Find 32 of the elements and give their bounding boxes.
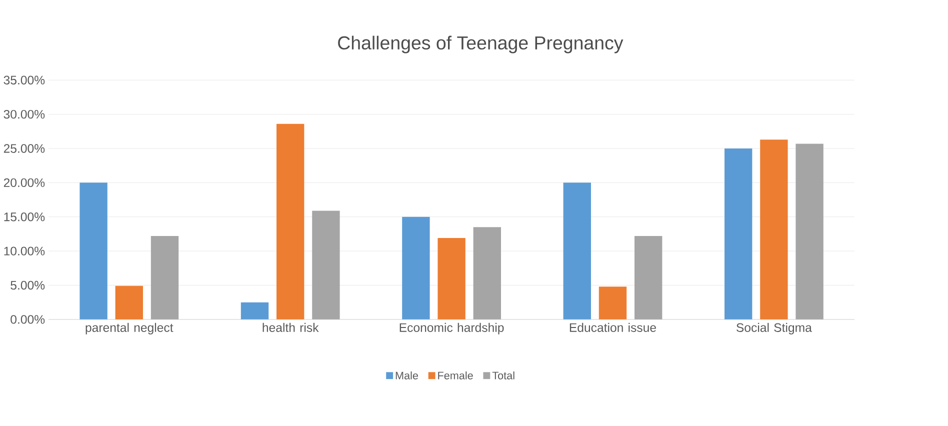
bar — [438, 238, 466, 320]
y-tick-label: 15.00% — [4, 212, 45, 222]
x-tick-label: Education issue — [570, 322, 656, 332]
bar — [402, 216, 430, 320]
bar — [724, 148, 752, 320]
y-tick-label: 5.00% — [10, 280, 45, 290]
legend-label: Female — [438, 371, 473, 380]
legend-label: Total — [492, 371, 514, 380]
chart-title: Challenges of Teenage Pregnancy — [338, 36, 624, 54]
bar — [276, 124, 304, 320]
bar — [598, 286, 627, 320]
y-tick-label: 10.00% — [4, 246, 45, 256]
bar — [150, 236, 179, 320]
bar — [240, 302, 269, 320]
y-tick-label: 30.00% — [4, 110, 45, 119]
bar — [796, 144, 824, 320]
bar — [80, 182, 108, 320]
x-tick-label: Economic hardship — [400, 322, 504, 334]
x-tick-label: parental neglect — [86, 322, 174, 334]
legend-label: Male — [396, 371, 418, 380]
bar — [760, 139, 788, 320]
bar — [312, 210, 340, 320]
bar — [473, 227, 501, 320]
bar — [115, 286, 143, 320]
y-tick-label: 0.00% — [10, 314, 45, 324]
y-tick-label: 25.00% — [4, 144, 45, 153]
y-tick-label: 20.00% — [4, 178, 45, 187]
y-tick-label: 35.00% — [4, 76, 45, 84]
x-tick-label: health risk — [262, 322, 319, 332]
bar — [563, 182, 591, 320]
bar — [634, 236, 662, 320]
x-tick-label: Social Stigma — [736, 322, 812, 334]
